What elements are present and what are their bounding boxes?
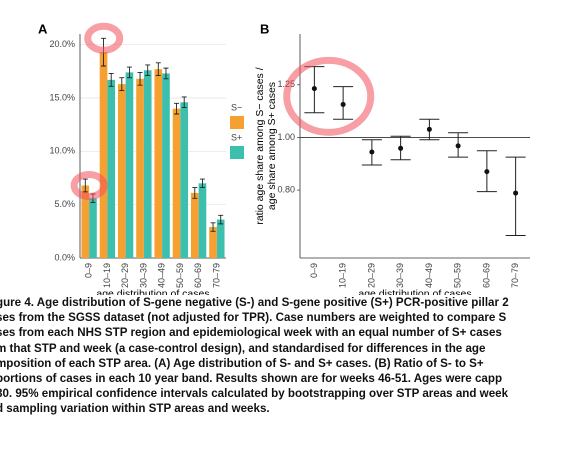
- panel-label: A: [38, 21, 48, 36]
- x-tick-label: 20–29: [120, 263, 130, 288]
- point: [426, 126, 432, 132]
- error-bar: [119, 77, 125, 91]
- x-tick-label: 50–59: [453, 263, 463, 288]
- y-tick-label: 5.0%: [54, 199, 75, 209]
- y-axis-title-line: ratio age share among S− cases /: [254, 67, 266, 224]
- error-bar: [174, 102, 180, 115]
- figure: A 0.0% 5.0% 10.0% 15.0% 20.0% age distribution…: [38, 21, 530, 295]
- highlight-circle: [70, 170, 108, 200]
- error-bar: [505, 156, 526, 237]
- bar: [216, 219, 225, 258]
- error-bar: [210, 222, 216, 232]
- x-tick-label: 40–49: [157, 263, 167, 288]
- error-bar: [181, 96, 187, 109]
- y-tick-label: 0.0%: [54, 252, 75, 262]
- x-tick-label: 40–49: [424, 263, 434, 288]
- point: [311, 86, 317, 92]
- x-tick-label: 50–59: [175, 263, 185, 288]
- panel-label: B: [260, 21, 269, 36]
- y-axis-title-line: age share among S+ cases: [266, 82, 278, 210]
- caption-line: m that STP and week (a case-control desi…: [0, 341, 486, 355]
- highlight-circle: [84, 22, 124, 54]
- y-tick-label: 20.0%: [49, 39, 75, 49]
- x-tick-label: 0–9: [309, 263, 319, 278]
- x-axis-title: age distribution of cases: [358, 288, 471, 295]
- bar: [180, 102, 189, 259]
- x-tick-label: 30–39: [138, 263, 148, 288]
- error-bar: [108, 73, 114, 87]
- point: [398, 145, 404, 151]
- bar: [99, 52, 108, 259]
- x-tick-label: 30–39: [395, 263, 405, 288]
- point: [369, 149, 375, 155]
- point: [455, 143, 461, 149]
- caption-line: ses from each NHS STP region and epidemi…: [0, 326, 502, 340]
- bar: [172, 108, 181, 259]
- bar: [136, 78, 144, 258]
- error-bar: [137, 71, 143, 86]
- bar: [209, 227, 217, 258]
- x-tick-label: 60–69: [481, 263, 491, 288]
- error-bar: [126, 66, 132, 79]
- x-tick-label: 20–29: [366, 263, 376, 288]
- legend-swatch: [230, 116, 244, 129]
- legend-swatch: [230, 146, 244, 159]
- highlight-circle: [283, 56, 375, 136]
- bar: [154, 69, 163, 258]
- error-bar: [155, 62, 161, 77]
- y-tick-label: 10.0%: [49, 146, 75, 156]
- caption-line: 80. 95% empirical confidence intervals c…: [0, 387, 509, 401]
- error-bar: [145, 64, 151, 77]
- bar: [125, 72, 134, 259]
- caption-line: gure 4. Age distribution of S-gene negat…: [0, 296, 509, 309]
- x-tick-label: 60–69: [193, 263, 203, 288]
- x-tick-label: 0–9: [84, 263, 94, 278]
- bar: [143, 70, 152, 259]
- error-bar: [199, 178, 205, 189]
- error-bar: [82, 178, 88, 193]
- error-bar: [163, 67, 169, 80]
- bar: [198, 183, 207, 258]
- point: [484, 169, 490, 175]
- y-axis-title: ratio age share among S− cases /age shar…: [254, 67, 278, 224]
- bar: [107, 79, 116, 258]
- caption-line: mposition of each STP area. (A) Age dist…: [0, 356, 484, 370]
- bar: [89, 198, 97, 258]
- legend-label: S−: [231, 102, 242, 112]
- caption-line: d sampling variation within STP areas an…: [0, 402, 270, 416]
- x-axis-title: age distribution of cases: [96, 288, 209, 295]
- bar: [81, 185, 90, 258]
- x-tick-label: 70–79: [510, 263, 520, 288]
- y-tick-label: 1.00: [277, 132, 295, 142]
- caption-line: ses from the SGSS dataset (not adjusted …: [0, 311, 507, 325]
- bar: [162, 73, 170, 258]
- caption-line: portions of cases in each 10 year band. …: [0, 372, 503, 386]
- x-tick-label: 10–19: [338, 263, 348, 288]
- legend-label: S+: [231, 132, 242, 142]
- error-bar: [218, 214, 224, 225]
- caption: gure 4. Age distribution of S-gene negat…: [0, 295, 570, 417]
- bar: [190, 192, 199, 258]
- point: [340, 101, 346, 107]
- bar: [117, 84, 126, 258]
- x-tick-label: 10–19: [102, 263, 112, 288]
- y-tick-label: 15.0%: [49, 92, 75, 102]
- error-bar: [192, 187, 198, 199]
- x-tick-label: 70–79: [211, 263, 221, 288]
- point: [513, 190, 519, 196]
- y-tick-label: 0.80: [277, 184, 295, 194]
